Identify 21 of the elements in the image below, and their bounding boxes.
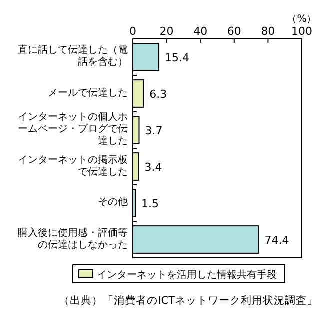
x-tick-label: 100	[292, 25, 312, 38]
legend-label: インターネットを活用した情報共有手段	[97, 269, 277, 281]
x-tick-label: 20	[160, 25, 174, 38]
x-tick-label: 80	[261, 25, 276, 38]
y-tick-label: インターネットの個人ホームページ・ブログで伝達した	[17, 112, 128, 148]
text: （出典）「消費者のICTネットワーク利用状況調査」	[59, 294, 318, 307]
data-label: 3.7	[145, 124, 163, 138]
data-label: 1.5	[142, 197, 160, 210]
x-axis-title: （%）	[287, 14, 317, 25]
x-tick-label: 40	[194, 25, 208, 38]
data-label: 74.4	[264, 234, 290, 247]
x-tick-label: 60	[227, 25, 242, 38]
y-tick-label: インターネットの掲示板で伝達した	[17, 154, 128, 179]
data-label: 6.3	[150, 88, 168, 101]
y-tick-label: 購入後に使用感・評価等の伝達はしなかった	[17, 228, 128, 252]
data-label: 15.4	[165, 51, 190, 64]
x-tick-label: 0	[130, 25, 136, 38]
data-label: 3.4	[144, 160, 162, 174]
y-tick-label: その他	[97, 197, 128, 210]
y-tick-label: 直に話して伝達した（電話を含む）	[17, 45, 128, 70]
y-tick-label: メールで伝達した	[47, 88, 128, 100]
